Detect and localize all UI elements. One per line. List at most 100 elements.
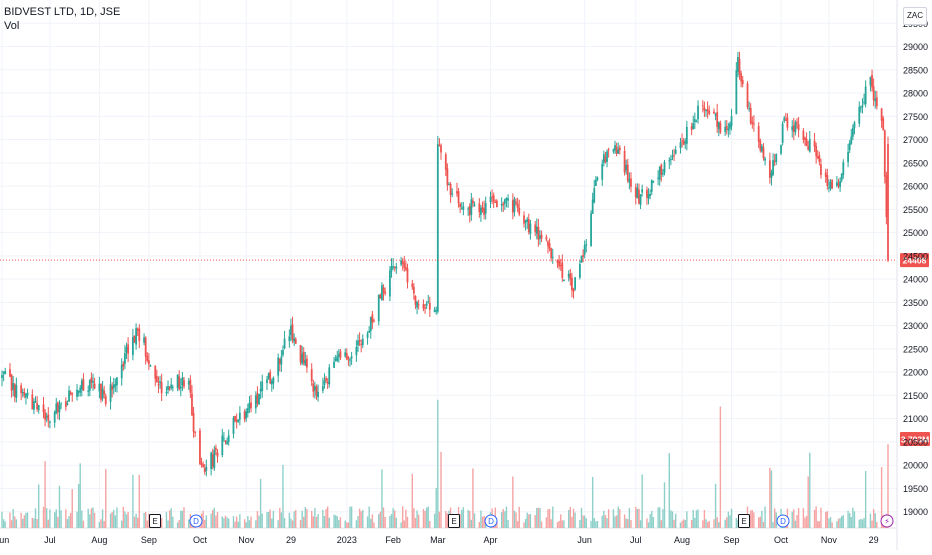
dividend-marker[interactable]: D — [484, 514, 498, 528]
volume-bar — [167, 520, 169, 528]
volume-bar — [66, 519, 69, 528]
candle-body — [658, 166, 661, 180]
news-marker[interactable]: ⚡ — [880, 514, 894, 528]
candle-body — [805, 138, 808, 146]
candle-body — [205, 466, 208, 471]
candle-body — [270, 381, 273, 385]
price-axis[interactable]: 19000 19500 20000 20500 21000 21500 22000 22500… — [903, 19, 928, 517]
volume-bar — [232, 516, 235, 528]
volume-bar — [757, 517, 760, 528]
volume-bar — [213, 507, 216, 528]
volume-bar — [641, 474, 643, 528]
volume-bar — [31, 518, 34, 528]
candle-body — [144, 337, 147, 357]
candle-body — [301, 353, 304, 364]
volume-bar — [467, 509, 469, 528]
time-axis[interactable]: Jun Jul Aug Sep Oct Nov 29 2023 Feb Mar Apr Jun Jul A… — [0, 535, 879, 545]
grid-layer — [0, 0, 898, 550]
volume-bar — [825, 511, 827, 528]
earnings-marker[interactable]: E — [448, 514, 460, 528]
volume-bar — [863, 517, 865, 528]
volume-bar — [534, 515, 536, 528]
candle-body — [176, 374, 179, 388]
volume-bar — [580, 507, 583, 528]
volume-bar — [472, 468, 474, 528]
volume-bar — [291, 520, 294, 528]
volume-bar — [505, 506, 508, 528]
earnings-marker[interactable]: E — [149, 514, 161, 528]
dividend-marker[interactable]: D — [189, 514, 203, 528]
candle-body — [567, 273, 570, 278]
time-tick-label: Sep — [724, 535, 740, 545]
candle-body — [449, 183, 452, 196]
volume-bar — [381, 469, 383, 528]
price-tick-label: 25000 — [903, 228, 928, 238]
volume-bar — [762, 521, 765, 528]
volume-bar — [850, 516, 852, 528]
candle-body — [283, 338, 286, 349]
candle-body — [593, 188, 596, 203]
candle-body — [246, 408, 249, 414]
dividend-marker[interactable]: D — [776, 514, 790, 528]
volume-bar — [98, 521, 101, 528]
candle-body — [507, 198, 509, 201]
candle-body — [56, 402, 59, 413]
volume-bar — [639, 520, 642, 528]
dividend-icon — [484, 514, 498, 528]
volume-bar — [593, 518, 595, 528]
candle-body — [136, 328, 139, 331]
event-markers[interactable]: E D E D E D ⚡ — [149, 514, 894, 528]
candle-body — [719, 122, 722, 133]
candle-body — [551, 256, 554, 258]
candle-body — [194, 431, 197, 433]
candle-body — [234, 415, 236, 421]
volume-bar — [841, 515, 843, 528]
volume-bar — [750, 510, 752, 528]
event-marker-label: E — [451, 517, 456, 526]
volume-bar — [761, 510, 763, 528]
volume-bar — [339, 517, 342, 528]
candle-body — [112, 384, 115, 389]
currency-button[interactable]: ZAC — [903, 7, 927, 25]
candle-body — [256, 393, 259, 404]
volume-bar — [392, 508, 394, 528]
candle-body — [245, 411, 248, 419]
candle-body — [574, 277, 577, 290]
candle-body — [617, 149, 620, 154]
candle-body — [278, 358, 281, 364]
symbol-title[interactable]: BIDVEST LTD, 1D, JSE — [4, 6, 121, 18]
candle-body — [165, 392, 168, 394]
candle-body — [290, 325, 292, 336]
candle-body — [293, 338, 296, 342]
volume-bar — [33, 518, 35, 528]
volume-bar — [729, 515, 731, 528]
volume-bar — [336, 516, 338, 528]
candle-body — [526, 219, 529, 222]
candle-body — [772, 160, 774, 175]
candle-body — [558, 261, 561, 267]
last-volume-badge — [900, 432, 930, 446]
price-tick-label: 27500 — [903, 112, 928, 122]
candle-body — [708, 110, 711, 114]
volume-bar — [181, 510, 184, 528]
volume-indicator-label[interactable]: Vol — [4, 20, 20, 32]
candle-body — [444, 154, 447, 170]
event-marker-label: D — [488, 517, 494, 526]
price-tick-label: 24500 — [903, 251, 928, 261]
volume-bar — [53, 512, 56, 528]
candle-body — [302, 351, 305, 363]
time-tick-label: Oct — [774, 535, 789, 545]
volume-bar — [537, 507, 540, 528]
volume-bar — [239, 514, 241, 528]
candle-body — [770, 172, 773, 178]
candle-body — [618, 147, 621, 151]
candle-body — [674, 149, 677, 154]
earnings-marker[interactable]: E — [738, 514, 750, 528]
candle-body — [456, 191, 458, 194]
price-tick-label: 21500 — [903, 391, 928, 401]
volume-bar — [411, 473, 413, 528]
volume-bar — [826, 511, 829, 528]
volume-bar — [401, 506, 404, 528]
